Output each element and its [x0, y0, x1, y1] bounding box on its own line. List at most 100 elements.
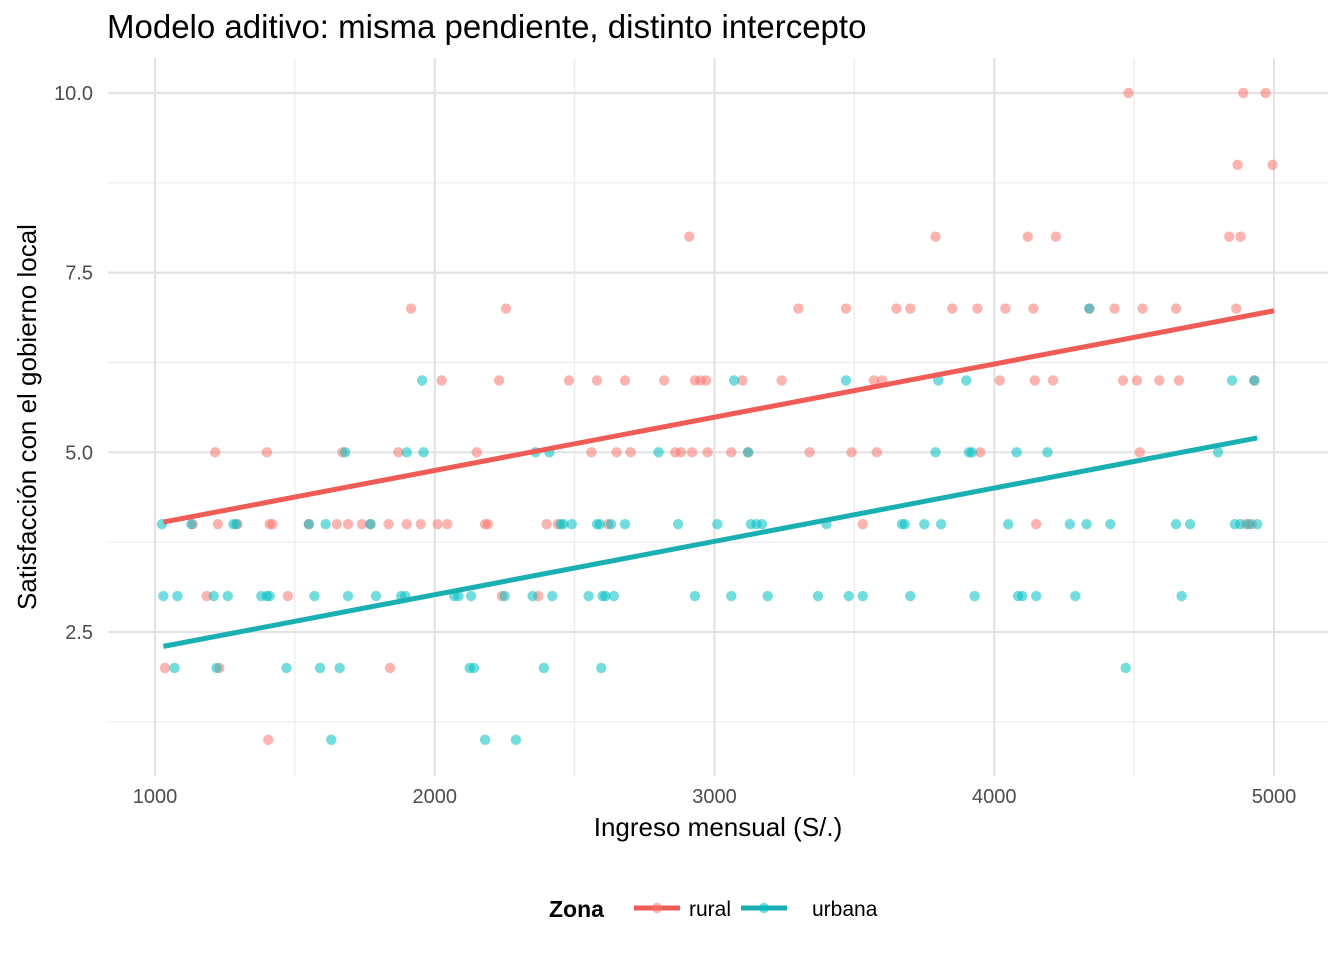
point-rural: [868, 375, 880, 386]
x-axis-ticks: 1000 2000 3000 4000 5000: [133, 786, 1297, 808]
y-axis-ticks: 2.5 5.0 7.5 10.0: [54, 83, 93, 644]
x-tick-label: 3000: [692, 786, 737, 808]
point-urbana: [169, 662, 180, 674]
legend: Zona rural urbana: [549, 896, 878, 922]
point-rural: [482, 519, 494, 530]
point-urbana: [619, 519, 631, 530]
point-urbana: [1176, 590, 1187, 602]
point-rural: [432, 519, 443, 530]
point-urbana: [1170, 519, 1182, 530]
point-urbana: [1212, 447, 1224, 458]
point-urbana: [416, 375, 428, 386]
point-urbana: [1064, 519, 1075, 530]
point-urbana: [558, 519, 569, 530]
point-urbana: [899, 519, 910, 530]
point-rural: [804, 447, 815, 458]
point-urbana: [726, 590, 737, 602]
point-rural: [994, 375, 1006, 386]
point-rural: [563, 375, 575, 386]
point-urbana: [1011, 447, 1022, 458]
point-rural: [436, 375, 447, 386]
point-urbana: [547, 590, 558, 602]
point-urbana: [499, 590, 510, 602]
point-urbana: [172, 590, 183, 602]
point-urbana: [340, 447, 351, 458]
point-rural: [1137, 303, 1148, 314]
point-rural: [1029, 375, 1041, 386]
point-rural: [500, 303, 512, 314]
point-urbana: [281, 662, 292, 674]
point-urbana: [1105, 519, 1116, 530]
y-tick-label: 5.0: [65, 442, 93, 464]
point-urbana: [966, 447, 978, 458]
point-rural: [726, 447, 737, 458]
point-rural: [1170, 303, 1182, 314]
point-urbana: [712, 519, 723, 530]
point-rural: [282, 590, 294, 602]
point-urbana: [840, 375, 852, 386]
point-urbana: [1243, 519, 1255, 530]
point-rural: [840, 303, 852, 314]
legend-key-point-urbana: [758, 902, 770, 914]
fit-line-rural: [162, 308, 1275, 525]
point-urbana: [756, 519, 768, 530]
point-urbana: [583, 590, 594, 602]
point-urbana: [596, 662, 607, 674]
point-rural: [611, 447, 622, 458]
point-urbana: [1031, 590, 1042, 602]
point-rural: [159, 662, 171, 674]
point-rural: [1117, 375, 1129, 386]
point-rural: [1047, 375, 1059, 386]
point-rural: [684, 231, 695, 242]
point-urbana: [762, 590, 773, 602]
point-rural: [930, 231, 941, 242]
point-rural: [619, 375, 631, 386]
point-rural: [1031, 519, 1042, 530]
point-rural: [871, 447, 882, 458]
point-rural: [675, 447, 687, 458]
point-rural: [541, 519, 552, 530]
point-urbana: [689, 590, 701, 602]
point-rural: [658, 375, 670, 386]
point-rural: [331, 519, 343, 530]
point-urbana: [186, 519, 197, 530]
point-rural: [1232, 159, 1243, 171]
point-rural: [702, 447, 713, 458]
point-urbana: [320, 519, 331, 530]
point-rural: [415, 519, 426, 530]
point-urbana: [935, 519, 947, 530]
point-rural: [586, 447, 597, 458]
point-rural: [1123, 87, 1134, 99]
point-urbana: [314, 662, 326, 674]
point-rural: [1109, 303, 1120, 314]
fit-lines: [162, 308, 1275, 649]
point-urbana: [930, 447, 941, 458]
point-rural: [442, 519, 453, 530]
point-urbana: [969, 590, 980, 602]
point-rural: [401, 519, 412, 530]
point-rural: [1224, 231, 1235, 242]
y-axis-title: Satisfacción con el gobierno local: [12, 224, 42, 610]
point-urbana: [566, 519, 578, 530]
point-urbana: [742, 447, 754, 458]
point-urbana: [653, 447, 664, 458]
point-rural: [793, 303, 804, 314]
point-rural: [1134, 447, 1145, 458]
point-rural: [493, 375, 505, 386]
point-urbana: [468, 662, 480, 674]
point-rural: [342, 519, 354, 530]
point-urbana: [608, 590, 619, 602]
point-urbana: [919, 519, 930, 530]
point-urbana: [857, 590, 868, 602]
point-urbana: [326, 734, 337, 745]
point-urbana: [208, 590, 219, 602]
point-rural: [1050, 231, 1061, 242]
point-rural: [1154, 375, 1165, 386]
point-urbana: [728, 375, 740, 386]
point-urbana: [158, 590, 169, 602]
point-urbana: [453, 590, 464, 602]
point-urbana: [479, 734, 491, 745]
point-urbana: [222, 590, 233, 602]
point-urbana: [672, 519, 684, 530]
legend-key-point-rural: [651, 902, 663, 914]
